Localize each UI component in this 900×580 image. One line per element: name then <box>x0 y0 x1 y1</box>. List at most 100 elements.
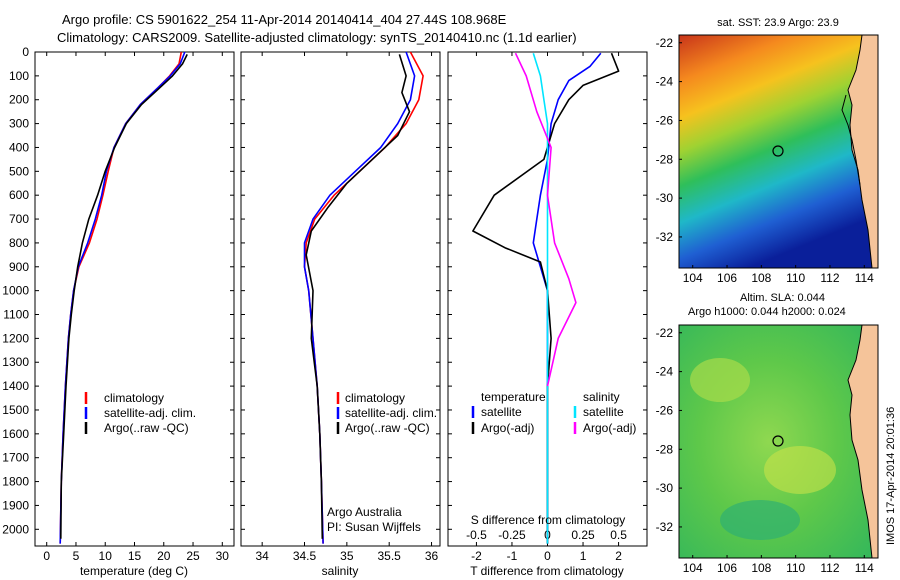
x-tick-label: 15 <box>128 549 142 563</box>
difference-plot: -2 -1 0 1 2-0.5 -0.25 0 0.25 0.5 <box>448 51 647 563</box>
pi-credit: PI: Susan Wijffels <box>327 520 421 534</box>
x-tick-label: 10 <box>99 549 113 563</box>
salinity-panel <box>240 51 441 547</box>
sla-map-frame <box>678 324 879 559</box>
y-tick-label: 200 <box>9 93 29 107</box>
map-x-tick-label: 110 <box>786 561 805 575</box>
sla-map-subtitle: Argo h1000: 0.044 h2000: 0.024 <box>688 306 846 318</box>
map-x-tick-label: 112 <box>820 561 839 575</box>
legend-label-sal-satellite: satellite <box>583 405 624 419</box>
legend-title-temperature: temperature <box>481 390 546 404</box>
s-tick-label: 0.25 <box>571 528 595 542</box>
legend-label-argo: Argo(..raw -QC) <box>345 421 430 435</box>
map-y-tick-label: -28 <box>656 152 674 166</box>
sla-blob <box>690 358 750 402</box>
legend-label-climatology: climatology <box>104 391 164 405</box>
imos-stamp: IMOS 17-Apr-2014 20:01:36 <box>885 407 897 545</box>
header-line1: Argo profile: CS 5901622_254 11-Apr-2014… <box>62 12 507 27</box>
series-line <box>305 54 411 539</box>
map-y-tick-label: -24 <box>656 75 674 89</box>
y-tick-label: 400 <box>9 140 29 154</box>
y-tick-label: 1900 <box>2 498 29 512</box>
series-line <box>59 51 183 544</box>
temperature-plot: 0100200300400500600700800900100011001200… <box>2 45 234 563</box>
map-x-tick-label: 112 <box>820 271 839 285</box>
s-tick-label: -0.5 <box>466 528 487 542</box>
y-tick-label: 1500 <box>2 403 29 417</box>
legend-label-climatology: climatology <box>345 391 405 405</box>
x-tick-label: 34 <box>255 549 269 563</box>
legend-title-salinity: salinity <box>583 390 620 404</box>
sst-land <box>847 35 878 268</box>
series-line <box>59 51 186 544</box>
x-tick-label: 36 <box>425 549 439 563</box>
y-tick-label: 800 <box>9 236 29 250</box>
y-tick-label: 1300 <box>2 355 29 369</box>
y-tick-label: 300 <box>9 117 29 131</box>
map-x-tick-label: 106 <box>717 561 737 575</box>
difference-xlabel-top: S difference from climatology <box>471 513 626 527</box>
salinity-xlabel: salinity <box>322 564 359 578</box>
sla-blob <box>720 500 800 540</box>
legend-label-argo: Argo(..raw -QC) <box>104 421 189 435</box>
map-x-tick-label: 114 <box>855 271 874 285</box>
sla-land <box>847 325 878 558</box>
y-tick-label: 500 <box>9 164 29 178</box>
temperature-xlabel: temperature (deg C) <box>80 564 188 578</box>
legend-label-sal-argo: Argo(-adj) <box>583 421 636 435</box>
x-tick-label: 0 <box>544 549 551 563</box>
legend-label-temp-argo: Argo(-adj) <box>481 421 534 435</box>
x-tick-label: 2 <box>615 549 622 563</box>
y-tick-label: 1800 <box>2 475 29 489</box>
y-tick-label: 600 <box>9 188 29 202</box>
sst-coastline-detail <box>841 94 861 186</box>
sla-map-axes: 104 106 108 110 112 114 -22 -24 -26 -28 -30 -32 <box>656 326 875 575</box>
x-tick-label: 35 <box>340 549 354 563</box>
y-tick-label: 900 <box>9 260 29 274</box>
y-tick-label: 100 <box>9 69 29 83</box>
argo-credit: Argo Australia <box>327 505 402 519</box>
x-tick-label: 30 <box>216 549 230 563</box>
map-x-tick-label: 104 <box>683 561 703 575</box>
difference-legend: temperature satellite Argo(-adj) salinit… <box>471 390 636 435</box>
x-tick-label: 0 <box>43 549 50 563</box>
x-tick-label: 25 <box>186 549 200 563</box>
x-tick-label: 5 <box>73 549 80 563</box>
map-y-tick-label: -30 <box>656 191 674 205</box>
header-line2: Climatology: CARS2009. Satellite-adjuste… <box>57 30 577 45</box>
x-tick-label: 34.5 <box>293 549 317 563</box>
legend-label-satellite: satellite-adj. clim. <box>345 406 437 420</box>
map-x-tick-label: 114 <box>855 561 874 575</box>
y-tick-label: 1200 <box>2 331 29 345</box>
x-tick-label: 35.5 <box>378 549 402 563</box>
series-line <box>532 52 549 544</box>
sst-field <box>679 35 878 268</box>
y-tick-label: 1700 <box>2 451 29 465</box>
sla-map-title: Altim. SLA: 0.044 <box>740 292 825 304</box>
y-tick-label: 1100 <box>3 308 29 322</box>
sla-blob <box>764 446 836 494</box>
map-y-tick-label: -22 <box>656 326 674 340</box>
map-x-tick-label: 108 <box>751 271 771 285</box>
legend-label-satellite: satellite-adj. clim. <box>104 406 196 420</box>
difference-xlabel: T difference from climatology <box>470 564 624 578</box>
salinity-plot: 34 34.5 35 35.5 36 <box>241 51 440 563</box>
legend-label-temp-satellite: satellite <box>481 405 522 419</box>
map-y-tick-label: -22 <box>656 36 674 50</box>
map-x-tick-label: 104 <box>683 271 703 285</box>
y-tick-label: 2000 <box>2 522 29 536</box>
x-tick-label: -2 <box>471 549 482 563</box>
sst-map-axes: 104 106 108 110 112 114 -22 -24 -26 -28 -30 -32 <box>656 36 875 285</box>
y-tick-label: 1600 <box>2 427 29 441</box>
sla-map: Altim. SLA: 0.044 Argo h1000: 0.044 h200… <box>656 292 879 575</box>
map-y-tick-label: -24 <box>656 365 674 379</box>
x-tick-label: 20 <box>157 549 171 563</box>
series-line <box>514 52 577 387</box>
map-x-tick-label: 110 <box>786 271 805 285</box>
map-y-tick-label: -32 <box>656 520 674 534</box>
series-line <box>60 54 188 539</box>
map-y-tick-label: -28 <box>656 442 674 456</box>
map-y-tick-label: -26 <box>656 403 674 417</box>
y-tick-label: 1000 <box>2 284 29 298</box>
